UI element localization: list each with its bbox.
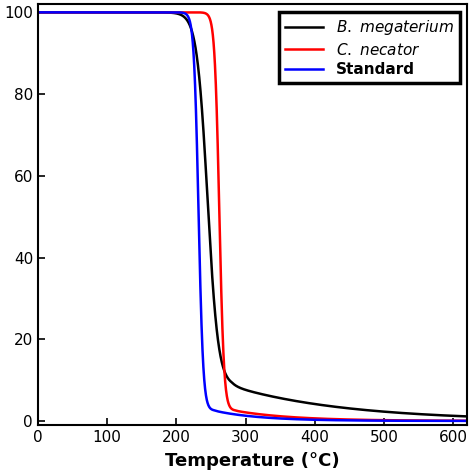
$\it{B.\ megaterium}$ bbox=[410, 411, 415, 417]
$\it{B.\ megaterium}$ bbox=[109, 9, 115, 15]
$\it{C.\ necator}$ bbox=[219, 283, 224, 289]
Standard bbox=[456, 418, 462, 424]
Standard bbox=[200, 347, 205, 353]
Standard bbox=[219, 409, 224, 415]
$\it{C.\ necator}$ bbox=[410, 418, 415, 423]
$\it{C.\ necator}$ bbox=[465, 418, 470, 424]
Line: $\it{C.\ necator}$: $\it{C.\ necator}$ bbox=[38, 12, 467, 421]
Line: Standard: Standard bbox=[38, 12, 467, 421]
$\it{B.\ megaterium}$ bbox=[465, 414, 470, 419]
Standard bbox=[35, 9, 41, 15]
Line: $\it{B.\ megaterium}$: $\it{B.\ megaterium}$ bbox=[38, 12, 467, 417]
$\it{B.\ megaterium}$ bbox=[200, 114, 205, 120]
$\it{B.\ megaterium}$ bbox=[84, 9, 90, 15]
Standard bbox=[109, 9, 115, 15]
Legend: $\it{B.\ megaterium}$, $\it{C.\ necator}$, Standard: $\it{B.\ megaterium}$, $\it{C.\ necator}… bbox=[279, 12, 460, 83]
$\it{B.\ megaterium}$ bbox=[456, 413, 462, 419]
Standard bbox=[465, 418, 470, 424]
$\it{C.\ necator}$ bbox=[35, 9, 41, 15]
$\it{C.\ necator}$ bbox=[84, 9, 90, 15]
$\it{C.\ necator}$ bbox=[109, 9, 115, 15]
X-axis label: Temperature (°C): Temperature (°C) bbox=[165, 452, 340, 470]
$\it{B.\ megaterium}$ bbox=[35, 9, 41, 15]
$\it{C.\ necator}$ bbox=[200, 10, 205, 16]
Standard bbox=[410, 418, 415, 424]
Standard bbox=[84, 9, 90, 15]
$\it{B.\ megaterium}$ bbox=[219, 356, 224, 362]
$\it{C.\ necator}$ bbox=[456, 418, 462, 424]
